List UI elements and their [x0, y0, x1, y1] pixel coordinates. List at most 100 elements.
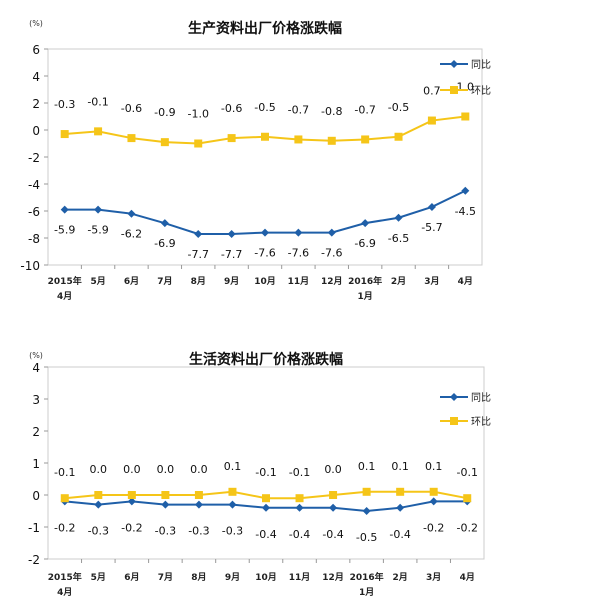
data-label-mom: -0.8: [321, 105, 342, 118]
x-tick-label: 7月: [158, 572, 173, 583]
data-label-yoy: -4.5: [455, 205, 476, 218]
data-label-yoy: -6.9: [154, 237, 175, 250]
chart-title: 生产资料出厂价格涨跌幅: [188, 20, 342, 37]
data-point-yoy: [261, 228, 269, 237]
data-point-yoy: [295, 503, 304, 512]
data-label-yoy: -0.2: [456, 521, 477, 534]
x-tick-label: 2015年: [48, 275, 82, 287]
y-tick-label: -4: [28, 178, 40, 192]
data-point-yoy: [194, 500, 203, 509]
x-tick-label: 12月: [321, 276, 343, 287]
x-tick-label: 6月: [124, 276, 139, 287]
x-tick-label: 4月: [57, 587, 72, 598]
y-tick-label: 2: [32, 425, 40, 439]
data-label-mom: -0.7: [354, 103, 375, 116]
y-tick-label: 4: [32, 361, 40, 375]
x-tick-label: 1月: [358, 291, 373, 302]
data-label-yoy: -0.4: [289, 528, 310, 541]
legend-label-mom: 环比: [471, 416, 491, 428]
data-label-yoy: -7.7: [221, 248, 242, 261]
data-point-yoy: [362, 507, 371, 515]
data-point-yoy: [60, 205, 69, 214]
y-tick-label: -2: [28, 151, 40, 165]
data-point-yoy: [329, 503, 338, 512]
data-label-yoy: -5.9: [54, 224, 75, 237]
y-tick-label: 0: [32, 489, 40, 503]
data-label-yoy: -7.6: [321, 247, 342, 260]
data-label-yoy: -0.3: [222, 525, 243, 538]
x-tick-label: 12月: [322, 572, 344, 583]
data-point-mom: [160, 138, 169, 147]
data-point-mom: [427, 116, 436, 125]
y-tick-label: 4: [32, 70, 40, 84]
data-point-mom: [461, 112, 470, 121]
data-point-yoy: [461, 186, 470, 195]
data-label-mom: -0.1: [54, 466, 75, 479]
x-tick-label: 4月: [460, 572, 475, 583]
data-point-mom: [329, 491, 338, 499]
legend-marker-yoy: [450, 60, 458, 68]
data-point-mom: [94, 491, 103, 499]
data-point-yoy: [327, 228, 336, 237]
data-label-mom: 0.0: [123, 463, 141, 476]
legend-marker-mom: [450, 417, 458, 425]
data-point-yoy: [228, 500, 237, 509]
data-label-mom: -0.1: [289, 466, 310, 479]
data-point-yoy: [262, 503, 270, 512]
data-point-mom: [194, 491, 203, 499]
y-axis-unit: (%): [29, 19, 43, 28]
data-label-yoy: -0.2: [423, 521, 444, 534]
y-tick-label: 0: [32, 124, 40, 138]
x-tick-label: 2月: [391, 276, 406, 287]
producer-goods-chart: 生产资料出厂价格涨跌幅 (%) 6 4 2 0 -2 -4 -6 -8 -10 2015年 4月 5月 6月…: [20, 19, 491, 302]
y-tick-label: -6: [28, 205, 40, 219]
data-label-mom: -0.6: [221, 102, 242, 115]
data-point-yoy: [429, 497, 438, 506]
data-label-mom: 0.1: [224, 460, 242, 473]
data-label-mom: -0.9: [154, 106, 175, 119]
y-tick-label: -2: [28, 553, 40, 567]
x-tick-label: 10月: [255, 572, 277, 583]
data-label-yoy: -0.2: [54, 521, 75, 534]
x-tick-label: 8月: [191, 572, 206, 583]
data-point-mom: [127, 134, 136, 143]
data-point-mom: [261, 132, 269, 141]
data-label-yoy: -6.9: [354, 237, 375, 250]
data-label-yoy: -0.4: [322, 528, 343, 541]
data-label-mom: -0.5: [388, 101, 409, 114]
x-tick-label: 3月: [426, 572, 441, 583]
data-label-mom: 0.7: [423, 85, 441, 98]
data-point-mom: [295, 494, 304, 503]
data-label-yoy: -6.2: [121, 228, 142, 241]
x-tick-label: 10月: [254, 276, 276, 287]
data-label-mom: 0.0: [324, 463, 342, 476]
data-label-yoy: -5.7: [421, 221, 442, 234]
data-point-mom: [394, 132, 403, 141]
data-label-yoy: -0.2: [121, 521, 142, 534]
data-label-mom: -0.3: [54, 98, 75, 111]
x-tick-label: 8月: [191, 276, 206, 287]
x-tick-label: 4月: [458, 276, 473, 287]
y-tick-label: -8: [28, 232, 40, 246]
data-point-yoy: [160, 219, 169, 228]
data-label-mom: -0.1: [255, 466, 276, 479]
data-point-yoy: [227, 229, 236, 238]
y-tick-label: 6: [32, 43, 40, 57]
data-label-yoy: -5.9: [87, 224, 108, 237]
data-label-yoy: -0.3: [155, 525, 176, 538]
data-point-mom: [429, 487, 438, 496]
legend-marker-yoy: [450, 393, 458, 401]
data-point-mom: [396, 487, 405, 496]
data-label-mom: 0.0: [190, 463, 208, 476]
x-tick-label: 4月: [57, 291, 72, 302]
x-tick-label: 2015年: [48, 571, 82, 583]
data-label-yoy: -0.3: [188, 525, 209, 538]
y-axis-unit: (%): [29, 351, 43, 360]
data-label-mom: 0.1: [425, 460, 443, 473]
y-tick-label: -10: [20, 259, 40, 273]
legend-label-yoy: 同比: [471, 392, 491, 404]
data-point-mom: [60, 130, 69, 139]
data-point-mom: [227, 134, 236, 143]
data-point-mom: [194, 139, 203, 148]
x-tick-label: 11月: [288, 276, 310, 287]
